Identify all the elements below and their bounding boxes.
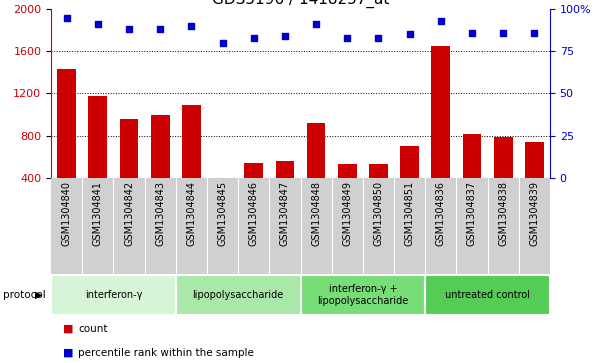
Bar	[213, 178, 232, 179]
Point	[529, 30, 539, 36]
Text: lipopolysaccharide: lipopolysaccharide	[192, 290, 284, 300]
Point	[343, 35, 352, 41]
Point	[186, 23, 196, 29]
Point	[124, 26, 134, 32]
Bar	[463, 134, 481, 178]
Bar	[276, 161, 294, 178]
Text: GSM1304844: GSM1304844	[186, 181, 197, 246]
Bar	[88, 96, 107, 178]
Point	[467, 30, 477, 36]
Bar	[245, 163, 263, 178]
Bar	[120, 119, 138, 178]
Text: GSM1304839: GSM1304839	[529, 181, 539, 246]
Point	[280, 33, 290, 39]
Point	[218, 40, 227, 46]
Bar	[338, 164, 356, 178]
Text: percentile rank within the sample: percentile rank within the sample	[78, 348, 254, 358]
Bar	[182, 105, 201, 178]
Text: GSM1304848: GSM1304848	[311, 181, 321, 246]
Bar	[151, 115, 169, 178]
Text: GSM1304846: GSM1304846	[249, 181, 259, 246]
Bar	[400, 146, 419, 178]
Text: ▶: ▶	[35, 290, 42, 300]
Text: GSM1304845: GSM1304845	[218, 181, 228, 246]
Text: GSM1304850: GSM1304850	[373, 181, 383, 246]
Bar	[57, 69, 76, 178]
Point	[93, 21, 103, 27]
Text: GSM1304849: GSM1304849	[342, 181, 352, 246]
Bar	[432, 46, 450, 178]
Text: untreated control: untreated control	[445, 290, 530, 300]
Bar	[426, 275, 550, 315]
Text: GSM1304851: GSM1304851	[404, 181, 415, 246]
Point	[436, 18, 445, 24]
Text: interferon-γ +
lipopolysaccharide: interferon-γ + lipopolysaccharide	[317, 284, 409, 306]
Bar	[494, 137, 513, 178]
Text: GSM1304836: GSM1304836	[436, 181, 446, 246]
Point	[62, 15, 72, 20]
Bar	[525, 142, 544, 178]
Point	[405, 32, 415, 37]
Point	[249, 35, 258, 41]
Point	[311, 21, 321, 27]
Bar	[176, 275, 300, 315]
Text: GSM1304847: GSM1304847	[280, 181, 290, 246]
Point	[374, 35, 383, 41]
Text: count: count	[78, 324, 108, 334]
Title: GDS5196 / 1418257_at: GDS5196 / 1418257_at	[212, 0, 389, 8]
Bar	[307, 123, 326, 178]
Bar	[369, 164, 388, 178]
Text: ■: ■	[63, 348, 73, 358]
Text: GSM1304842: GSM1304842	[124, 181, 134, 246]
Bar	[300, 275, 426, 315]
Text: protocol: protocol	[3, 290, 46, 300]
Text: GSM1304841: GSM1304841	[93, 181, 103, 246]
Point	[498, 30, 508, 36]
Text: GSM1304837: GSM1304837	[467, 181, 477, 246]
Text: GSM1304840: GSM1304840	[62, 181, 72, 246]
Point	[156, 26, 165, 32]
Text: interferon-γ: interferon-γ	[85, 290, 142, 300]
Text: ■: ■	[63, 324, 73, 334]
Text: GSM1304838: GSM1304838	[498, 181, 508, 246]
Text: GSM1304843: GSM1304843	[155, 181, 165, 246]
Bar	[51, 275, 176, 315]
